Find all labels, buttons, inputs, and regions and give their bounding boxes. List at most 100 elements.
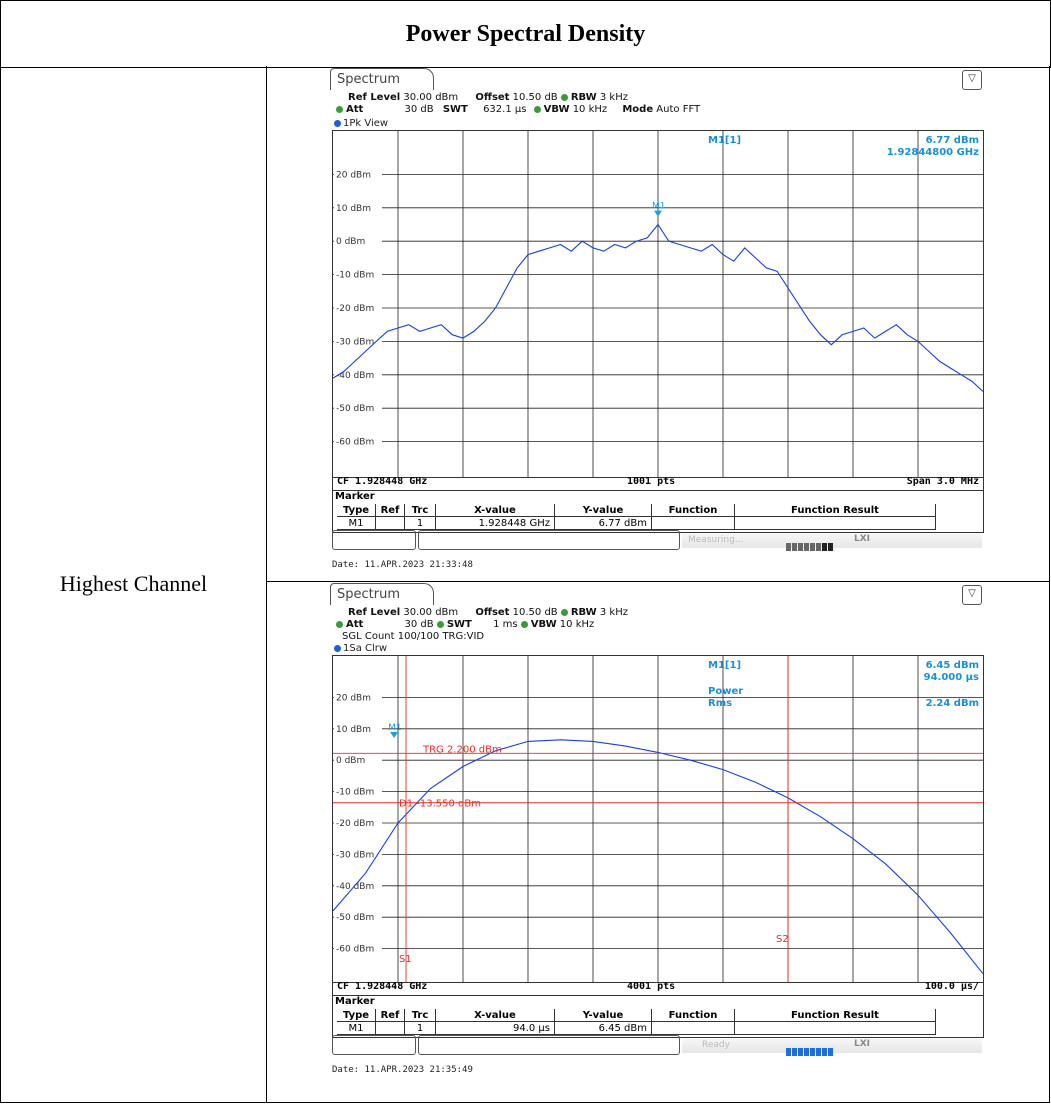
y-tick-label: -60 dBm <box>336 945 374 955</box>
y-tick-bg <box>334 754 382 765</box>
status-dot-icon <box>533 105 541 113</box>
y-tick-bg <box>334 848 382 859</box>
y-tick-bg <box>334 302 382 312</box>
y-tick-bg <box>334 435 382 446</box>
status-strip: Ready <box>682 1039 982 1053</box>
time-per-division: 100.0 µs/ <box>924 981 979 992</box>
trace-line <box>333 739 983 975</box>
plot-footer-1: CF 1.928448 GHz 1001 pts Span 3.0 MHz <box>332 476 984 491</box>
marker-readout-position: 94.000 µs <box>924 672 979 683</box>
y-tick-label: -20 dBm <box>336 304 374 314</box>
d1-label: D1 -13.550 dBm <box>399 799 481 810</box>
row-label: Highest Channel <box>0 66 267 1103</box>
y-tick-label: -30 dBm <box>336 850 374 860</box>
sweep-points: 1001 pts <box>627 476 676 487</box>
marker-table-2: Marker Type Ref Trc X-value Y-value Func… <box>332 995 984 1038</box>
marker-grid: Type Ref Trc X-value Y-value Function Fu… <box>337 504 936 530</box>
y-tick-bg <box>334 879 382 890</box>
screenshot-cell-2: Spectrum ▽ Ref Level 30.00 dBm Offset 10… <box>266 581 1050 1103</box>
trace-dot-icon <box>334 119 341 127</box>
y-tick-bg <box>334 368 382 379</box>
trace-line <box>333 223 983 392</box>
menu-icon[interactable]: ▽ <box>962 585 982 605</box>
y-tick-label: -10 dBm <box>336 271 374 281</box>
center-frequency: CF 1.928448 GHz <box>337 981 428 992</box>
y-tick-label: -30 dBm <box>336 337 374 347</box>
status-field[interactable] <box>418 530 680 550</box>
plot-area-2: 20 dBm 10 dBm 0 dBm -10 dBm -20 dBm -30 dBm -4… <box>332 655 984 983</box>
marker-triangle <box>654 210 662 217</box>
trace-view-label: 1Pk View <box>334 118 388 129</box>
y-tick-label: 0 dBm <box>336 756 365 766</box>
y-tick-label: -50 dBm <box>336 404 374 414</box>
tab-spectrum[interactable]: Spectrum <box>330 583 434 605</box>
settings-line-3: SGL Count 100/100 TRG:VID <box>342 631 485 642</box>
y-tick-bg <box>334 402 382 413</box>
tab-spectrum[interactable]: Spectrum <box>330 68 434 90</box>
y-tick-label: -60 dBm <box>336 438 374 448</box>
analyzer-screen-1: Spectrum ▽ Ref Level 30.00 dBm Offset 10… <box>330 66 986 581</box>
settings-line-2: Att 30 dB SWT 1 ms VBW 10 kHz <box>336 619 594 630</box>
marker-readout-level: 6.45 dBm <box>926 660 979 671</box>
marker-triangle <box>390 731 399 738</box>
y-tick-bg <box>334 911 382 922</box>
lxi-icon: LXI <box>854 1039 871 1049</box>
rms-label: Rms <box>708 698 732 709</box>
y-tick-bg <box>334 268 382 279</box>
menu-icon[interactable]: ▽ <box>962 70 982 90</box>
status-field[interactable] <box>332 1035 416 1055</box>
marker-grid: Type Ref Trc X-value Y-value Function Fu… <box>337 1009 936 1035</box>
y-tick-label: -40 dBm <box>336 371 374 381</box>
y-tick-bg <box>334 722 382 733</box>
marker-label: M1 <box>388 723 402 733</box>
status-dot-icon <box>436 620 444 628</box>
y-tick-bg <box>334 168 382 179</box>
y-tick-label: 10 dBm <box>336 204 371 214</box>
trace-dot-icon <box>334 644 341 652</box>
progress-indicator <box>786 1041 846 1056</box>
settings-line-2: Att 30 dB SWT 632.1 µs VBW 10 kHz Mode A… <box>336 104 700 115</box>
sweep-points: 4001 pts <box>627 981 676 992</box>
marker-readout-position: 1.92844800 GHz <box>887 147 979 158</box>
screenshot-cell-1: Spectrum ▽ Ref Level 30.00 dBm Offset 10… <box>266 66 1050 582</box>
settings-line-1: Ref Level 30.00 dBm Offset 10.50 dB RBW … <box>348 92 628 103</box>
status-dot-icon <box>336 620 343 628</box>
y-tick-bg <box>334 335 382 346</box>
span: Span 3.0 MHz <box>906 476 979 487</box>
plot-footer-2: CF 1.928448 GHz 4001 pts 100.0 µs/ <box>332 981 984 996</box>
y-tick-label: 20 dBm <box>336 170 371 180</box>
status-field[interactable] <box>332 530 416 550</box>
lxi-icon: LXI <box>854 534 871 544</box>
capture-date: Date: 11.APR.2023 21:35:49 <box>332 1065 473 1075</box>
status-field[interactable] <box>418 1035 680 1055</box>
power-value: 2.24 dBm <box>926 698 979 709</box>
trigger-label: TRG 2.200 dBm <box>422 744 502 755</box>
y-tick-label: -10 dBm <box>336 788 374 798</box>
capture-date: Date: 11.APR.2023 21:33:48 <box>332 560 473 570</box>
report-title: Power Spectral Density <box>0 0 1051 68</box>
status-dot-icon <box>520 620 528 628</box>
table-row: M1 1 1.928448 GHz 6.77 dBm <box>337 516 936 530</box>
status-dot-icon <box>560 93 568 101</box>
table-row: M1 1 94.0 µs 6.45 dBm <box>337 1021 936 1035</box>
analyzer-screen-2: Spectrum ▽ Ref Level 30.00 dBm Offset 10… <box>330 581 986 1096</box>
y-tick-label: 20 dBm <box>336 693 371 703</box>
y-tick-label: -40 dBm <box>336 882 374 892</box>
marker-label: M1 <box>652 202 666 212</box>
marker-table-1: Marker Type Ref Trc X-value Y-value Func… <box>332 490 984 533</box>
marker-readout-level: 6.77 dBm <box>926 135 979 146</box>
marker-readout-name: M1[1] <box>708 135 741 146</box>
status-dot-icon <box>560 608 568 616</box>
y-tick-bg <box>334 817 382 827</box>
spectrum-plot-1: 20 dBm 10 dBm 0 dBm -10 dBm -20 dBm -30 dBm -4… <box>333 131 983 477</box>
settings-line-1: Ref Level 30.00 dBm Offset 10.50 dB RBW … <box>348 607 628 618</box>
trace-view-label: 1Sa Clrw <box>334 643 387 654</box>
y-tick-bg <box>334 201 382 212</box>
y-tick-label: 0 dBm <box>336 237 365 247</box>
progress-indicator <box>786 536 846 551</box>
center-frequency: CF 1.928448 GHz <box>337 476 428 487</box>
y-tick-label: -20 dBm <box>336 819 374 829</box>
y-tick-bg <box>334 235 382 246</box>
status-bar-1: Measuring... LXI <box>332 530 982 551</box>
